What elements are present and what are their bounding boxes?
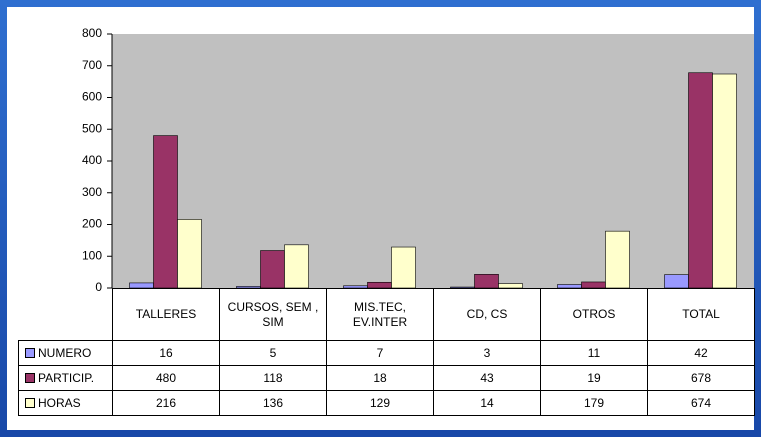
cell-text: 118 <box>263 370 283 385</box>
category-cell: CURSOS, SEM , SIM <box>219 288 327 341</box>
cell-text: CD, CS <box>466 307 508 321</box>
value-cell: 18 <box>326 365 434 391</box>
y-tick-label: 800 <box>82 26 102 40</box>
cell-text: 43 <box>480 370 494 385</box>
cell-text: 678 <box>690 370 712 385</box>
cell-text: 42 <box>694 345 708 360</box>
category-cell: OTROS <box>540 288 648 341</box>
value-cell: 136 <box>219 390 327 416</box>
legend-cell: NUMERO <box>18 340 113 366</box>
legend-swatch <box>25 398 35 408</box>
cell-text: 16 <box>159 345 173 360</box>
cell-text: MIS.TEC, EV.INTER <box>352 299 408 329</box>
value-cell: 14 <box>433 390 541 416</box>
legend-swatch <box>25 348 35 358</box>
category-cell: TOTAL <box>647 288 755 341</box>
cell-text: 674 <box>690 395 712 410</box>
category-cell: MIS.TEC, EV.INTER <box>326 288 434 341</box>
y-tick-label: 100 <box>82 248 102 262</box>
bar <box>712 73 737 289</box>
bar <box>284 244 309 289</box>
cell-text: CURSOS, SEM , SIM <box>227 299 319 329</box>
y-tick-label: 200 <box>82 217 102 231</box>
legend-label: NUMERO <box>38 345 92 360</box>
cell-text: OTROS <box>572 307 616 321</box>
plot-area <box>112 34 754 288</box>
value-cell: 43 <box>433 365 541 391</box>
cell-text: 18 <box>373 370 387 385</box>
value-cell: 129 <box>326 390 434 416</box>
cell-text: 19 <box>587 370 601 385</box>
value-cell: 674 <box>647 390 755 416</box>
category-cell: CD, CS <box>433 288 541 341</box>
legend-label: PARTICIP. <box>38 370 95 385</box>
value-cell: 5 <box>219 340 327 366</box>
legend-swatch <box>25 373 35 383</box>
bar <box>153 135 178 289</box>
bar <box>391 246 416 289</box>
value-cell: 19 <box>540 365 648 391</box>
bar <box>498 283 523 289</box>
legend-cell: PARTICIP. <box>18 365 113 391</box>
cell-text: 129 <box>369 395 391 410</box>
bar <box>688 72 713 289</box>
value-cell: 7 <box>326 340 434 366</box>
category-cell: TALLERES <box>112 288 220 341</box>
cell-text: 480 <box>155 370 177 385</box>
bar <box>260 250 285 289</box>
cell-text: 11 <box>587 345 601 360</box>
cell-text: 216 <box>155 395 177 410</box>
value-cell: 42 <box>647 340 755 366</box>
y-tick-label: 500 <box>82 121 102 135</box>
bar <box>177 219 202 289</box>
cell-text: 5 <box>269 345 277 360</box>
value-cell: 179 <box>540 390 648 416</box>
value-cell: 11 <box>540 340 648 366</box>
bar <box>474 274 499 289</box>
cell-text: TALLERES <box>135 307 197 321</box>
value-cell: 16 <box>112 340 220 366</box>
value-cell: 216 <box>112 390 220 416</box>
bar <box>605 230 630 289</box>
cell-text: 7 <box>376 345 384 360</box>
value-cell: 678 <box>647 365 755 391</box>
cell-text: 179 <box>583 395 605 410</box>
y-tick-label: 400 <box>82 153 102 167</box>
legend-label: HORAS <box>38 395 81 410</box>
cell-text: TOTAL <box>682 307 720 321</box>
cell-text: 3 <box>483 345 491 360</box>
bar <box>664 274 689 289</box>
y-tick-label: 600 <box>82 90 102 104</box>
y-tick-label: 700 <box>82 58 102 72</box>
value-cell: 118 <box>219 365 327 391</box>
y-tick-label: 300 <box>82 185 102 199</box>
cell-text: 14 <box>480 395 494 410</box>
cell-text: 136 <box>262 395 284 410</box>
legend-cell: HORAS <box>18 390 113 416</box>
y-tick-label: 0 <box>95 280 102 294</box>
value-cell: 3 <box>433 340 541 366</box>
value-cell: 480 <box>112 365 220 391</box>
